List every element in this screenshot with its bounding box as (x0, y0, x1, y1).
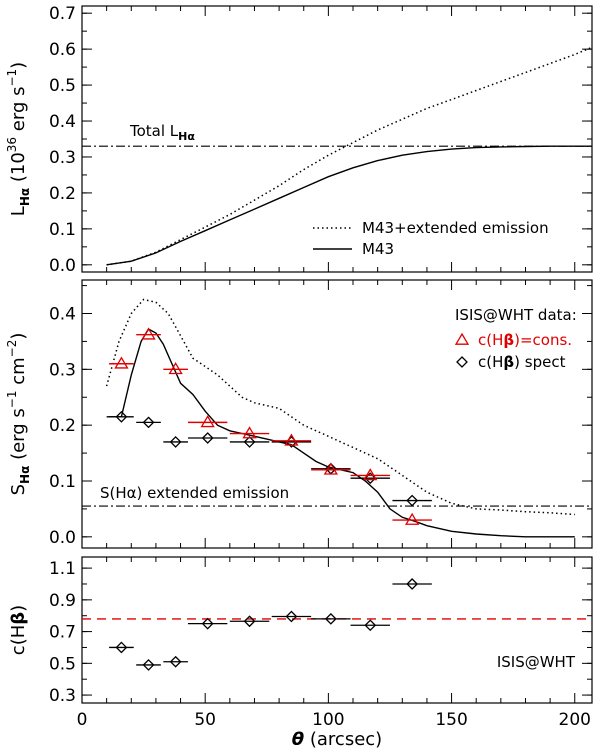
data-point-diamond (364, 619, 377, 632)
legend-item-a: c(H (478, 331, 503, 349)
y-tick-label: 0.7 (49, 4, 76, 24)
legend-item-a: c(H (478, 353, 503, 371)
y-tick-label: 0.6 (49, 40, 76, 60)
y-tick-label: 1.1 (49, 559, 76, 579)
y-title-part: cm (8, 357, 29, 390)
legend-item-label: c(Hβ)=cons. (478, 331, 572, 349)
data-point-diamond (115, 410, 128, 423)
legend-item-b: β (503, 331, 514, 349)
y-tick-label: 0.3 (49, 686, 76, 706)
y-tick-label: 0.2 (49, 184, 76, 204)
x-tick-label: 50 (194, 710, 216, 730)
legend-item-label: c(Hβ) spect (478, 353, 566, 371)
data-point-diamond (169, 655, 182, 668)
legend-label-m43-extended: M43+extended emission (362, 219, 549, 237)
y-tick-label: 0.3 (49, 360, 76, 380)
data-point-diamond (406, 578, 419, 590)
y-tick-label: 0.1 (49, 220, 76, 240)
y-tick-label: 0.0 (49, 256, 76, 276)
y-tick-label: 0.4 (49, 112, 76, 132)
panel-middle-surface-brightness: 0.0 0.1 0.2 0.3 0.4 S(Hα) extended emission IS… (5, 279, 593, 549)
data-point-diamond (243, 615, 256, 628)
legend-item-c: )=cons. (514, 331, 572, 349)
data-point-diamond (201, 432, 214, 444)
y-title-part: Hα (18, 188, 32, 206)
y-title-part: L (8, 206, 29, 216)
panel-bottom-extinction: 0.3 0.5 0.7 0.9 1.1 ISIS@WHT 0 50 100 150 200 θ (ar… (8, 556, 593, 750)
x-tick-label: 100 (312, 710, 344, 730)
y-title-part: −1 (5, 391, 19, 409)
y-title-part: −2 (5, 340, 19, 358)
ext-b: α (127, 484, 137, 502)
y-tick-label: 0.3 (49, 148, 76, 168)
data-point-triangle (200, 415, 215, 428)
data-point-triangle (114, 356, 129, 369)
data-point-triangle (141, 327, 156, 340)
y-title-part: (10 (8, 152, 29, 188)
y-tick-label: 0.2 (49, 416, 76, 436)
series-line-m43 (106, 145, 592, 266)
extended-emission-label: S(Hα) extended emission (100, 484, 289, 502)
y-tick-label: 0.1 (49, 472, 76, 492)
y-axis-title: c(Hβ) (8, 605, 29, 655)
y-tick-label: 0.9 (49, 591, 76, 611)
y-axis-title: SHα (erg s−1 cm−2) (5, 333, 32, 496)
ext-a: S(H (100, 484, 127, 502)
y-title-part: 36 (5, 137, 19, 152)
x-axis-title: θ (arcsec) (292, 729, 382, 750)
legend-item-b: β (503, 353, 514, 371)
x-title-theta: θ (292, 729, 304, 750)
data-point-triangle (323, 462, 338, 475)
y-title-part: β (8, 612, 29, 625)
ext-c: ) extended emission (137, 484, 290, 502)
y-tick-label: 0.0 (49, 528, 76, 548)
y-tick-label: 0.5 (49, 76, 76, 96)
data-point-triangle (168, 362, 183, 375)
plot-frame (81, 279, 593, 549)
y-tick-label: 0.7 (49, 623, 76, 643)
x-title-rest: (arcsec) (304, 729, 382, 750)
y-title-part: S (8, 484, 29, 495)
data-point-diamond (142, 416, 155, 429)
y-title-part: ) (8, 62, 29, 69)
total-lha-sub: Hα (178, 130, 195, 143)
data-point-diamond (406, 494, 419, 507)
data-point-triangle (242, 426, 257, 439)
legend-label-m43: M43 (362, 240, 394, 258)
data-point-diamond (142, 658, 155, 671)
y-title-part: ) (8, 333, 29, 340)
data-point-triangle (363, 468, 378, 481)
y-title-part: c(H (8, 625, 29, 655)
data-point-diamond (243, 435, 256, 448)
y-title-part: Hα (18, 466, 32, 484)
isis-label: ISIS@WHT (497, 653, 576, 671)
y-tick-label: 0.4 (49, 305, 76, 325)
x-tick-label: 200 (559, 710, 591, 730)
data-point-triangle (284, 433, 299, 446)
y-tick-label: 0.5 (49, 654, 76, 674)
legend-item-c: ) spect (514, 353, 565, 371)
y-axis-title: LHα (1036 erg s−1) (5, 62, 32, 216)
legend-title: ISIS@WHT data: (455, 306, 577, 324)
x-tick-label: 0 (77, 710, 88, 730)
data-point-triangle (405, 512, 420, 525)
legend-marker-diamond (456, 356, 468, 368)
y-title-part: ) (8, 605, 29, 612)
legend-marker-triangle (454, 332, 470, 345)
y-title-part: (erg s (8, 408, 29, 465)
x-tick-label: 150 (435, 710, 467, 730)
data-point-diamond (364, 472, 377, 485)
data-point-diamond (169, 435, 182, 448)
plot-frame (81, 556, 593, 704)
data-point-diamond (115, 641, 128, 654)
y-title-part: erg s (8, 87, 29, 137)
data-point-diamond (201, 617, 214, 630)
data-point-diamond (324, 612, 337, 625)
total-lha-label: Total LHα (129, 122, 195, 143)
data-point-diamond (285, 610, 298, 623)
total-lha-text: Total L (129, 122, 179, 140)
y-title-part: −1 (5, 69, 19, 87)
